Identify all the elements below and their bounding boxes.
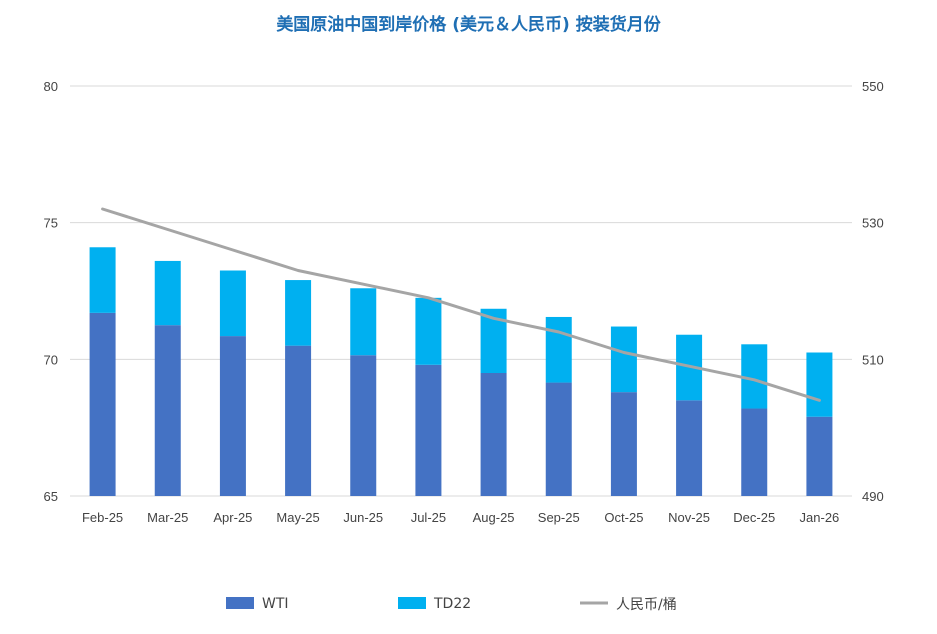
bar-td22 [285, 280, 312, 346]
bar-td22 [350, 288, 377, 356]
bar-wti [676, 400, 703, 496]
y-left-tick-label: 70 [44, 352, 58, 367]
bar-td22 [89, 247, 116, 313]
bar-wti [610, 392, 637, 496]
bar-wti [741, 408, 768, 496]
x-tick-label: Nov-25 [668, 510, 710, 525]
y-right-tick-label: 530 [862, 216, 884, 231]
bar-wti [89, 312, 116, 496]
x-tick-label: Oct-25 [604, 510, 643, 525]
legend: WTI TD22 人民币/桶 [226, 596, 677, 613]
legend-swatch-wti [226, 597, 254, 609]
y-right-tick-label: 490 [862, 489, 884, 504]
x-tick-label: May-25 [276, 510, 319, 525]
bar-wti [350, 355, 377, 496]
x-tick-label: Dec-25 [733, 510, 775, 525]
line-rmb-per-barrel [101, 207, 821, 402]
bar-wti [806, 416, 833, 496]
bar-wti [480, 373, 507, 496]
bar-wti [219, 336, 246, 496]
x-tick-label: Feb-25 [82, 510, 123, 525]
x-tick-label: Jan-26 [800, 510, 840, 525]
y-left-tick-label: 75 [44, 216, 58, 231]
bar-series [89, 247, 833, 496]
bar-td22 [219, 270, 246, 337]
bar-wti [154, 325, 181, 496]
legend-swatch-td22 [398, 597, 426, 609]
bar-td22 [610, 326, 637, 393]
y-right-tick-label: 550 [862, 79, 884, 94]
y-right-tick-label: 510 [862, 352, 884, 367]
chart-title: 美国原油中国到岸价格 (美元＆人民币) 按装货月份 [276, 15, 661, 35]
axes: 65 70 75 80 490 510 530 550 Feb-25 Mar-25 Apr-25 Ma… [44, 79, 884, 525]
bar-wti [415, 364, 442, 496]
bar-td22 [741, 344, 768, 409]
x-tick-label: Apr-25 [213, 510, 252, 525]
y-left-tick-label: 65 [44, 489, 58, 504]
legend-label-td22: TD22 [433, 596, 471, 612]
legend-label-rmb: 人民币/桶 [616, 597, 677, 613]
legend-label-wti: WTI [262, 596, 289, 612]
gridlines [70, 85, 852, 497]
y-left-tick-label: 80 [44, 79, 58, 94]
x-tick-label: Jul-25 [411, 510, 446, 525]
x-tick-label: Sep-25 [538, 510, 580, 525]
x-tick-label: Jun-25 [343, 510, 383, 525]
bar-td22 [806, 352, 833, 417]
bar-wti [545, 382, 572, 496]
bar-td22 [154, 260, 181, 326]
x-tick-label: Aug-25 [473, 510, 515, 525]
bar-td22 [545, 316, 572, 383]
bar-td22 [415, 297, 442, 365]
x-tick-label: Mar-25 [147, 510, 188, 525]
line-series [101, 207, 821, 402]
bar-wti [285, 345, 312, 496]
